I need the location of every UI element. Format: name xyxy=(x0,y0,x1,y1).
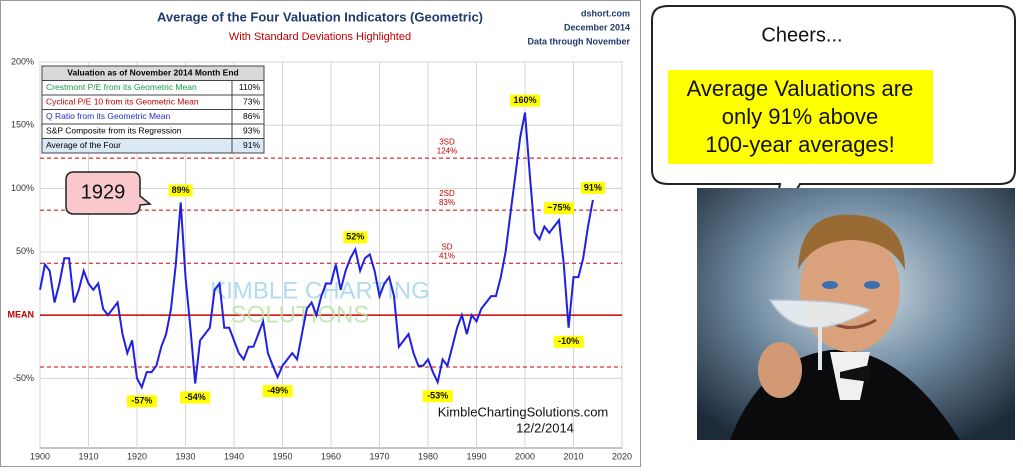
annotation: -53% xyxy=(427,391,448,401)
x-tick-label: 1960 xyxy=(321,451,341,461)
source: Data through November xyxy=(527,36,630,46)
table-cell: Q Ratio from its Geometric Mean xyxy=(46,111,171,121)
x-tick-label: 1930 xyxy=(175,451,195,461)
sd-label: 124% xyxy=(437,146,457,155)
x-tick-label: 1950 xyxy=(272,451,292,461)
annotation: 160% xyxy=(513,95,536,105)
annotation-bg xyxy=(510,94,540,107)
table-cell: Crestmont P/E from its Geometric Mean xyxy=(46,82,197,92)
sd-label: 83% xyxy=(439,198,455,207)
annotation-bg xyxy=(543,202,574,215)
annotation: 89% xyxy=(172,185,190,195)
x-tick-label: 2010 xyxy=(563,451,583,461)
x-tick-label: 2020 xyxy=(612,451,632,461)
annotation-bg xyxy=(126,395,157,408)
sd-label: 41% xyxy=(439,251,455,260)
sd-name: 3SD xyxy=(439,137,455,146)
annotation-bg xyxy=(262,385,293,398)
y-tick-label: -50% xyxy=(13,373,34,383)
chart-title: Average of the Four Valuation Indicators… xyxy=(157,9,483,24)
photo xyxy=(697,188,1015,440)
bubble-text: only 91% above xyxy=(722,104,879,129)
annotation-bg xyxy=(580,181,605,194)
source: December 2014 xyxy=(564,22,630,32)
table-title: Valuation as of November 2014 Month End xyxy=(67,68,238,78)
table-cell: 91% xyxy=(243,140,260,150)
annotation-bg xyxy=(553,335,584,348)
y-tick-label: 200% xyxy=(11,56,34,66)
y-tick-label: 100% xyxy=(11,183,34,193)
credit: KimbleChartingSolutions.com xyxy=(438,404,609,419)
credit: 12/2/2014 xyxy=(516,420,574,435)
x-tick-label: 1900 xyxy=(30,451,50,461)
bubble-text: Average Valuations are xyxy=(687,76,914,101)
y-tick-label: MEAN xyxy=(8,309,35,319)
table-cell: 93% xyxy=(243,126,260,136)
callout xyxy=(65,171,152,215)
x-tick-label: 1910 xyxy=(78,451,98,461)
table-cell: Average of the Four xyxy=(46,140,121,150)
annotation: -54% xyxy=(185,392,206,402)
table-cell: Cyclical P/E 10 from its Geometric Mean xyxy=(46,97,199,107)
source: dshort.com xyxy=(581,8,630,18)
x-tick-label: 1970 xyxy=(369,451,389,461)
callout-text: 1929 xyxy=(81,181,126,203)
table-cell: 110% xyxy=(239,82,261,92)
plot: 1900 1910 1920 1930 1940 1950 1960 1970 1980 1990… xyxy=(8,56,633,461)
x-tick-label: 1920 xyxy=(127,451,147,461)
x-tick-label: 1980 xyxy=(418,451,438,461)
table-cell: S&P Composite from its Regression xyxy=(46,126,182,136)
x-tick-label: 2000 xyxy=(515,451,535,461)
annotation-bg xyxy=(343,231,368,244)
annotation-bg xyxy=(168,184,193,197)
sd-name: SD xyxy=(441,242,452,251)
x-tick-label: 1990 xyxy=(466,451,486,461)
annotation: -49% xyxy=(267,386,288,396)
y-tick-label: 50% xyxy=(16,246,34,256)
annotation: 52% xyxy=(346,232,364,242)
bubble-title: Cheers... xyxy=(761,24,842,46)
annotation: ~75% xyxy=(547,203,570,213)
chart-subtitle: With Standard Deviations Highlighted xyxy=(229,31,411,43)
bubble-text: 100-year averages! xyxy=(705,132,895,157)
annotation: 91% xyxy=(584,182,602,192)
sd-name: 2SD xyxy=(439,189,455,198)
table-cell: 86% xyxy=(243,111,260,121)
y-tick-label: 150% xyxy=(11,120,34,130)
bubble-highlight xyxy=(668,70,933,164)
table-row xyxy=(41,138,265,154)
annotation-bg xyxy=(180,391,211,404)
watermark: SOLUTIONS xyxy=(231,301,370,328)
x-tick-label: 1940 xyxy=(224,451,244,461)
annotation: -57% xyxy=(131,396,152,406)
table-cell: 73% xyxy=(243,97,260,107)
annotation-bg xyxy=(422,390,453,403)
annotation: -10% xyxy=(558,336,579,346)
data-line xyxy=(39,112,594,390)
